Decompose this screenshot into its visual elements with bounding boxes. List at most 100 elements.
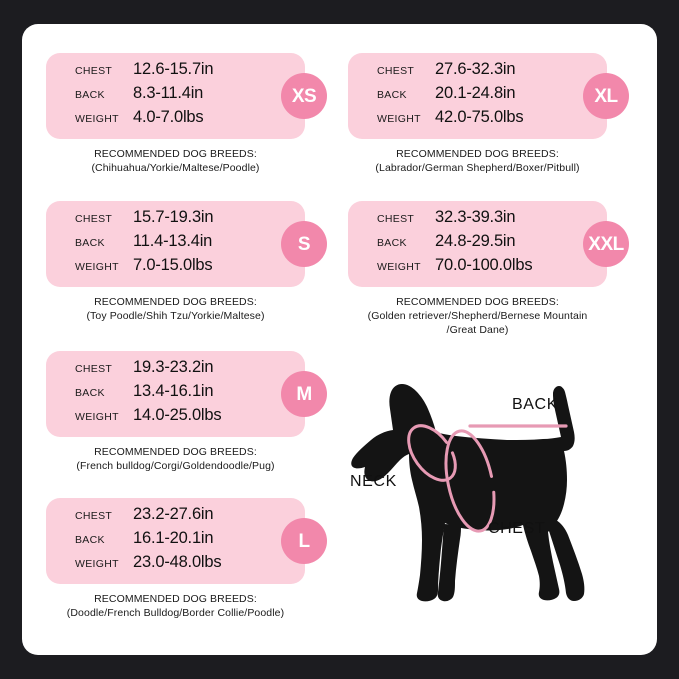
size-card-s[interactable]: CHEST 15.7-19.3in BACK 11.4-13.4in WEIGH… [46, 201, 327, 323]
size-card-body-l: CHEST 23.2-27.6in BACK 16.1-20.1in WEIGH… [46, 498, 327, 584]
label-weight: WEIGHT [75, 261, 119, 273]
label-back: BACK [75, 534, 105, 546]
value-back-m: 13.4-16.1in [133, 382, 214, 400]
label-chest: CHEST [75, 363, 113, 375]
value-chest-m: 19.3-23.2in [133, 358, 214, 376]
label-weight: WEIGHT [75, 113, 119, 125]
label-chest: CHEST [377, 65, 415, 77]
breeds-list-xs: (Chihuahua/Yorkie/Maltese/Poodle) [91, 162, 260, 174]
size-card-body-xs: CHEST 12.6-15.7in BACK 8.3-11.4in WEIGHT… [46, 53, 327, 139]
size-card-xxl[interactable]: CHEST 32.3-39.3in BACK 24.8-29.5in WEIGH… [348, 201, 629, 337]
breeds-heading: RECOMMENDED DOG BREEDS: [94, 593, 257, 605]
value-weight-m: 14.0-25.0lbs [133, 406, 222, 424]
breeds-heading: RECOMMENDED DOG BREEDS: [94, 148, 257, 160]
row-back-xxl: BACK 24.8-29.5in [377, 232, 607, 256]
size-card-l[interactable]: CHEST 23.2-27.6in BACK 16.1-20.1in WEIGH… [46, 498, 327, 620]
row-back-xs: BACK 8.3-11.4in [75, 84, 305, 108]
label-back: BACK [377, 89, 407, 101]
breeds-heading: RECOMMENDED DOG BREEDS: [94, 296, 257, 308]
value-back-l: 16.1-20.1in [133, 529, 214, 547]
measurement-rows-s: CHEST 15.7-19.3in BACK 11.4-13.4in WEIGH… [46, 208, 305, 280]
dog-silhouette-icon [351, 384, 585, 602]
row-weight-m: WEIGHT 14.0-25.0lbs [75, 406, 305, 430]
value-weight-xl: 42.0-75.0lbs [435, 108, 524, 126]
size-badge-xl[interactable]: XL [583, 73, 629, 119]
measurement-rows-xl: CHEST 27.6-32.3in BACK 20.1-24.8in WEIGH… [348, 60, 607, 132]
breeds-list-l: (Doodle/French Bulldog/Border Collie/Poo… [66, 607, 285, 619]
label-chest: CHEST [75, 213, 113, 225]
value-chest-l: 23.2-27.6in [133, 505, 214, 523]
size-card-xl[interactable]: CHEST 27.6-32.3in BACK 20.1-24.8in WEIGH… [348, 53, 629, 175]
value-back-xxl: 24.8-29.5in [435, 232, 516, 250]
label-weight: WEIGHT [377, 113, 421, 125]
breeds-heading: RECOMMENDED DOG BREEDS: [94, 446, 257, 458]
breeds-xxl: RECOMMENDED DOG BREEDS: (Golden retrieve… [348, 295, 607, 337]
size-card-xs[interactable]: CHEST 12.6-15.7in BACK 8.3-11.4in WEIGHT… [46, 53, 327, 175]
row-weight-xs: WEIGHT 4.0-7.0lbs [75, 108, 305, 132]
breeds-list-m: (French bulldog/Corgi/Goldendoodle/Pug) [76, 460, 275, 472]
measurement-rows-l: CHEST 23.2-27.6in BACK 16.1-20.1in WEIGH… [46, 505, 305, 577]
row-chest-xs: CHEST 12.6-15.7in [75, 60, 305, 84]
size-badge-s[interactable]: S [281, 221, 327, 267]
row-weight-s: WEIGHT 7.0-15.0lbs [75, 256, 305, 280]
measurement-rows-xs: CHEST 12.6-15.7in BACK 8.3-11.4in WEIGHT… [46, 60, 305, 132]
size-card-body-m: CHEST 19.3-23.2in BACK 13.4-16.1in WEIGH… [46, 351, 327, 437]
label-chest: CHEST [75, 510, 113, 522]
value-weight-xs: 4.0-7.0lbs [133, 108, 204, 126]
row-chest-m: CHEST 19.3-23.2in [75, 358, 305, 382]
label-weight: WEIGHT [75, 411, 119, 423]
row-back-m: BACK 13.4-16.1in [75, 382, 305, 406]
size-badge-xs[interactable]: XS [281, 73, 327, 119]
dog-measurement-diagram: BACK NECK CHEST [340, 368, 640, 618]
row-chest-xl: CHEST 27.6-32.3in [377, 60, 607, 84]
breeds-xs: RECOMMENDED DOG BREEDS: (Chihuahua/Yorki… [46, 147, 305, 175]
measure-label-chest: CHEST [488, 520, 546, 537]
breeds-list-xxl-line2: /Great Dane) [446, 324, 509, 336]
label-chest: CHEST [75, 65, 113, 77]
row-back-l: BACK 16.1-20.1in [75, 529, 305, 553]
chest-measure-loop [444, 429, 496, 533]
breeds-xl: RECOMMENDED DOG BREEDS: (Labrador/German… [348, 147, 607, 175]
size-badge-l[interactable]: L [281, 518, 327, 564]
value-chest-xxl: 32.3-39.3in [435, 208, 516, 226]
breeds-heading: RECOMMENDED DOG BREEDS: [396, 296, 559, 308]
value-chest-xs: 12.6-15.7in [133, 60, 214, 78]
breeds-l: RECOMMENDED DOG BREEDS: (Doodle/French B… [46, 592, 305, 620]
value-weight-s: 7.0-15.0lbs [133, 256, 213, 274]
breeds-list-xxl: (Golden retriever/Shepherd/Bernese Mount… [367, 310, 588, 322]
neck-measure-loop [407, 424, 457, 482]
measurement-rows-m: CHEST 19.3-23.2in BACK 13.4-16.1in WEIGH… [46, 358, 305, 430]
breeds-heading: RECOMMENDED DOG BREEDS: [396, 148, 559, 160]
size-chart-panel: CHEST 12.6-15.7in BACK 8.3-11.4in WEIGHT… [22, 24, 657, 655]
size-card-body-s: CHEST 15.7-19.3in BACK 11.4-13.4in WEIGH… [46, 201, 327, 287]
row-weight-xxl: WEIGHT 70.0-100.0lbs [377, 256, 607, 280]
label-weight: WEIGHT [75, 558, 119, 570]
value-weight-xxl: 70.0-100.0lbs [435, 256, 533, 274]
row-weight-l: WEIGHT 23.0-48.0lbs [75, 553, 305, 577]
value-chest-s: 15.7-19.3in [133, 208, 214, 226]
label-back: BACK [75, 387, 105, 399]
size-card-body-xxl: CHEST 32.3-39.3in BACK 24.8-29.5in WEIGH… [348, 201, 629, 287]
row-back-s: BACK 11.4-13.4in [75, 232, 305, 256]
size-card-m[interactable]: CHEST 19.3-23.2in BACK 13.4-16.1in WEIGH… [46, 351, 327, 473]
value-weight-l: 23.0-48.0lbs [133, 553, 222, 571]
value-back-s: 11.4-13.4in [133, 232, 213, 250]
row-chest-xxl: CHEST 32.3-39.3in [377, 208, 607, 232]
label-back: BACK [75, 237, 105, 249]
label-back: BACK [377, 237, 407, 249]
size-badge-m[interactable]: M [281, 371, 327, 417]
measurement-lines [407, 424, 568, 533]
label-back: BACK [75, 89, 105, 101]
value-back-xl: 20.1-24.8in [435, 84, 516, 102]
row-chest-s: CHEST 15.7-19.3in [75, 208, 305, 232]
label-weight: WEIGHT [377, 261, 421, 273]
size-badge-xxl[interactable]: XXL [583, 221, 629, 267]
size-card-body-xl: CHEST 27.6-32.3in BACK 20.1-24.8in WEIGH… [348, 53, 629, 139]
measurement-rows-xxl: CHEST 32.3-39.3in BACK 24.8-29.5in WEIGH… [348, 208, 607, 280]
row-chest-l: CHEST 23.2-27.6in [75, 505, 305, 529]
measure-label-neck: NECK [350, 473, 397, 490]
row-back-xl: BACK 20.1-24.8in [377, 84, 607, 108]
breeds-list-s: (Toy Poodle/Shih Tzu/Yorkie/Maltese) [86, 310, 265, 322]
value-chest-xl: 27.6-32.3in [435, 60, 516, 78]
